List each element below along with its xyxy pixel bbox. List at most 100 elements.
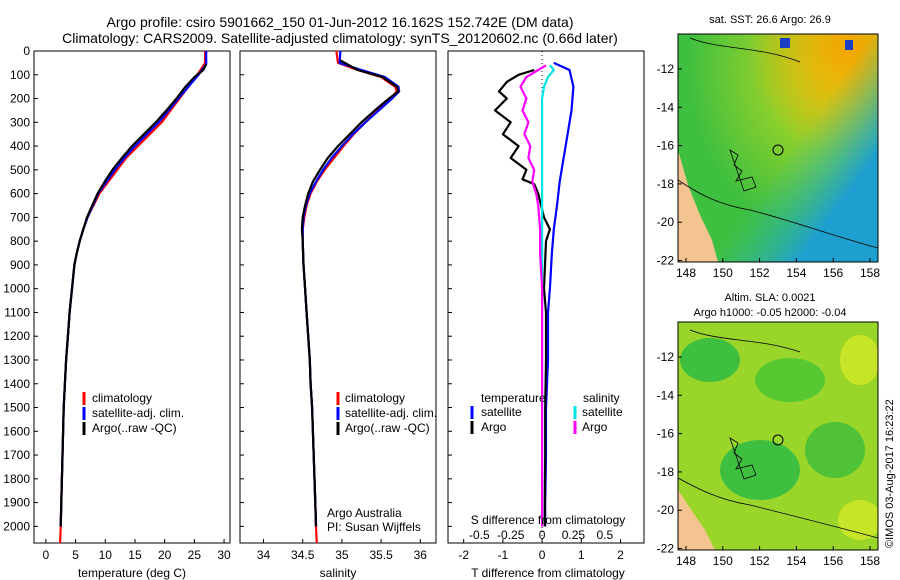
difference-panel: -2 -1 0 1 2 -0.5 -0.25 0 0.25 0.5 temperature sa… bbox=[447, 50, 645, 580]
legend-salinity-heading: salinity bbox=[583, 391, 620, 405]
sla-map-subtitle: Argo h1000: -0.05 h2000: -0.04 bbox=[694, 307, 847, 319]
series-line-argo-raw-qc- bbox=[300, 59, 400, 527]
lon-tick-label: 150 bbox=[713, 266, 733, 280]
depth-tick-label: 300 bbox=[10, 115, 30, 129]
depth-tick-label: 1300 bbox=[3, 353, 30, 367]
sst-map-frame bbox=[677, 33, 879, 263]
series-line-temperature-satellite bbox=[544, 61, 575, 527]
depth-tick-label: 1900 bbox=[3, 496, 30, 510]
t-difference-x-axis: -2 -1 0 1 2 bbox=[458, 539, 624, 562]
s-difference-x-label: S difference from climatology bbox=[471, 513, 626, 527]
x-tick-label: 35 bbox=[335, 548, 349, 562]
series-line-salinity-argo bbox=[519, 64, 547, 527]
legend-satellite-label: satellite-adj. clim. bbox=[92, 406, 184, 420]
legend-argo-label: Argo(..raw -QC) bbox=[345, 421, 430, 435]
pi-name-label: PI: Susan Wijffels bbox=[327, 520, 421, 534]
australia-coast-land bbox=[678, 490, 715, 550]
x-tick-label: 2 bbox=[617, 548, 624, 562]
depth-tick-label: 0 bbox=[23, 44, 30, 58]
lon-tick-label: 150 bbox=[713, 554, 733, 568]
temperature-panel: 0100200300400500600700800900100011001200… bbox=[3, 44, 231, 580]
x-tick-label: 5 bbox=[72, 548, 79, 562]
s-difference-x-axis: -0.5-0.2500.250.5 bbox=[469, 528, 613, 542]
lat-tick-label: -20 bbox=[657, 215, 675, 229]
lon-tick-label: 148 bbox=[676, 266, 696, 280]
x-tick-label: 10 bbox=[99, 548, 113, 562]
argo-location-marker bbox=[772, 144, 784, 156]
difference-legend: temperature salinity satellite Argo sate… bbox=[470, 391, 623, 434]
series-line-temperature-argo bbox=[493, 68, 552, 527]
depth-tick-label: 800 bbox=[10, 234, 30, 248]
depth-tick-label: 600 bbox=[10, 187, 30, 201]
sst-map-lon-axis: 148 150 152 154 156 158 bbox=[676, 258, 880, 280]
temperature-series bbox=[34, 50, 208, 544]
x-tick-label: 0 bbox=[43, 548, 50, 562]
salinity-x-axis: 34 34.5 35 35.5 36 bbox=[257, 539, 427, 562]
series-line-satellite-adj-clim- bbox=[301, 50, 401, 527]
x-tick-label: 1 bbox=[578, 548, 585, 562]
lat-tick-label: -22 bbox=[657, 254, 675, 268]
argo-location-marker bbox=[772, 434, 784, 446]
depth-tick-label: 1000 bbox=[3, 282, 30, 296]
t-difference-x-label: T difference from climatology bbox=[471, 566, 625, 580]
temperature-legend: climatology satellite-adj. clim. Argo(..… bbox=[82, 391, 184, 435]
salinity-panel: 34 34.5 35 35.5 36 climatology satellite-adj… bbox=[239, 50, 437, 580]
depth-tick-label: 400 bbox=[10, 139, 30, 153]
x-tick-label: -2 bbox=[458, 548, 469, 562]
x-tick-label: 30 bbox=[217, 548, 231, 562]
depth-tick-label: 900 bbox=[10, 258, 30, 272]
figure-title-line1: Argo profile: csiro 5901662_150 01-Jun-2… bbox=[107, 14, 574, 30]
s-diff-tick-label: -0.5 bbox=[469, 528, 490, 542]
lon-tick-label: 148 bbox=[676, 554, 696, 568]
lat-tick-label: -18 bbox=[657, 465, 675, 479]
depth-tick-label: 100 bbox=[10, 68, 30, 82]
sst-map-panel: sat. SST: 26.6 Argo: 26.9 bbox=[657, 14, 881, 280]
depth-tick-label: 1200 bbox=[3, 329, 30, 343]
legend-t-argo-label: Argo bbox=[481, 420, 507, 434]
x-tick-label: 34.5 bbox=[291, 548, 315, 562]
argo-australia-label: Argo Australia bbox=[327, 506, 402, 520]
depth-tick-label: 1100 bbox=[4, 305, 30, 319]
temperature-plot-frame bbox=[33, 50, 231, 544]
legend-temperature-heading: temperature bbox=[481, 391, 546, 405]
sla-map-lat-axis: -12 -14 -16 -18 -20 -22 bbox=[657, 350, 682, 556]
depth-tick-label: 1800 bbox=[3, 472, 30, 486]
lat-tick-label: -18 bbox=[657, 177, 675, 191]
x-tick-label: 15 bbox=[128, 548, 142, 562]
lat-tick-label: -12 bbox=[657, 350, 675, 364]
legend-s-argo-label: Argo bbox=[582, 420, 608, 434]
lon-tick-label: 154 bbox=[786, 266, 806, 280]
depth-tick-label: 2000 bbox=[3, 519, 30, 533]
temperature-x-axis: 0 5 10 15 20 25 30 bbox=[43, 539, 231, 562]
series-line-satellite-adj-clim- bbox=[59, 51, 208, 527]
sst-map-lat-axis: -12 -14 -16 -18 -20 -22 bbox=[657, 62, 682, 268]
x-tick-label: 0 bbox=[539, 548, 546, 562]
imos-credit: ©IMOS 03-Aug-2017 16:23:22 bbox=[884, 399, 896, 548]
x-tick-label: 36 bbox=[414, 548, 428, 562]
x-tick-label: 34 bbox=[257, 548, 271, 562]
lat-tick-label: -22 bbox=[657, 542, 675, 556]
depth-tick-label: 200 bbox=[10, 92, 30, 106]
s-diff-tick-label: 0.5 bbox=[596, 528, 613, 542]
lat-tick-label: -16 bbox=[657, 139, 675, 153]
depth-tick-label: 700 bbox=[10, 210, 30, 224]
lon-tick-label: 154 bbox=[786, 554, 806, 568]
series-line-climatology bbox=[59, 51, 207, 544]
legend-t-satellite-label: satellite bbox=[481, 405, 522, 419]
sla-map-title: Altim. SLA: 0.0021 bbox=[724, 292, 815, 304]
depth-tick-label: 1700 bbox=[3, 448, 30, 462]
lon-tick-label: 158 bbox=[860, 266, 880, 280]
lon-tick-label: 152 bbox=[750, 266, 770, 280]
sst-map-title: sat. SST: 26.6 Argo: 26.9 bbox=[709, 14, 831, 26]
x-tick-label: 25 bbox=[188, 548, 202, 562]
lat-tick-label: -20 bbox=[657, 503, 675, 517]
depth-tick-label: 1600 bbox=[3, 424, 30, 438]
s-diff-tick-label: 0.25 bbox=[562, 528, 586, 542]
legend-climatology-label: climatology bbox=[92, 391, 152, 405]
sla-map-frame bbox=[677, 321, 879, 551]
lat-tick-label: -14 bbox=[657, 388, 675, 402]
salinity-legend: climatology satellite-adj. clim. Argo(..… bbox=[336, 391, 437, 435]
depth-tick-label: 1500 bbox=[3, 401, 30, 415]
lon-tick-label: 158 bbox=[860, 554, 880, 568]
series-line-climatology bbox=[301, 50, 398, 544]
